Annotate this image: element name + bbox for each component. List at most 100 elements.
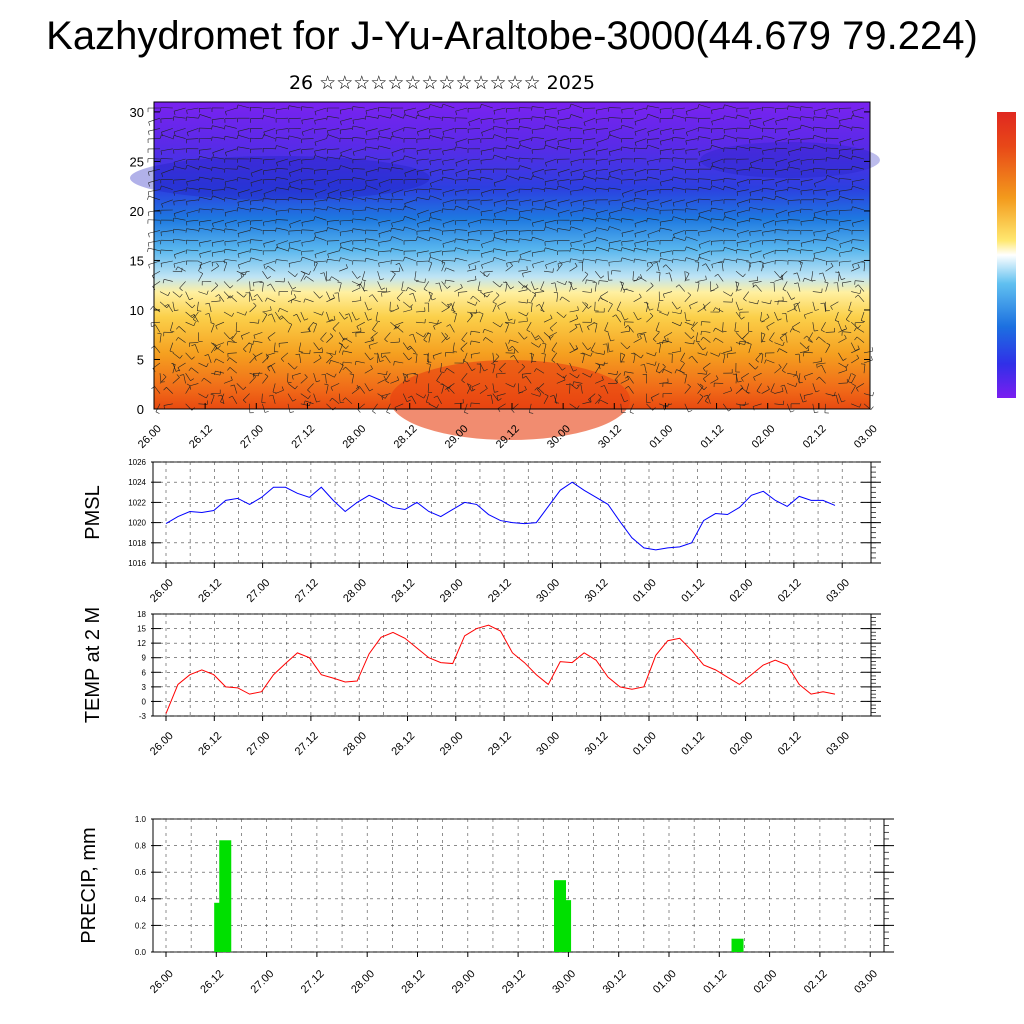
wind-barb-flag — [496, 395, 499, 400]
wind-barb-flag — [252, 298, 257, 301]
wind-barb — [611, 270, 621, 272]
wind-barb — [741, 387, 749, 394]
wind-barb — [749, 260, 762, 264]
wind-barb — [365, 115, 378, 119]
wind-barb-flag — [759, 261, 764, 263]
wind-barb — [338, 344, 343, 353]
wind-barb-flag — [160, 263, 163, 268]
wind-barb-flag — [267, 313, 272, 316]
wind-barb — [416, 158, 429, 161]
wind-barb-flag — [825, 115, 828, 120]
wind-barb — [223, 311, 232, 317]
wind-barb-flag — [852, 264, 854, 269]
wind-barb — [352, 137, 365, 139]
wind-barb-flag — [531, 201, 534, 206]
wind-barb — [594, 396, 602, 405]
wind-barb — [850, 375, 856, 384]
wind-barb-flag — [513, 383, 516, 388]
wind-barb-flag — [551, 359, 556, 363]
wind-barb-flag — [851, 115, 853, 120]
wind-barb — [775, 168, 788, 172]
wind-barb — [212, 136, 225, 139]
wind-barb — [540, 281, 545, 290]
wind-barb-flag — [482, 337, 486, 341]
wind-barb — [234, 384, 238, 394]
wind-barb — [583, 199, 596, 202]
wind-barb — [415, 332, 424, 338]
wind-barb-flag — [749, 231, 751, 236]
wind-barb-flag — [587, 347, 592, 351]
wind-barb-flag — [223, 186, 226, 191]
wind-barb — [749, 107, 762, 111]
wind-barb — [172, 301, 175, 311]
wind-barb — [429, 148, 442, 151]
wind-barb — [852, 219, 865, 224]
wind-barb — [554, 393, 558, 403]
wind-barb — [543, 318, 553, 323]
wind-barb — [364, 383, 370, 392]
wind-barb — [428, 262, 433, 272]
wind-barb — [154, 345, 161, 353]
wind-barb-flag — [755, 359, 759, 363]
wind-barb-flag — [575, 345, 578, 349]
wind-barb — [583, 249, 596, 252]
wind-barb — [479, 291, 488, 298]
wind-barb-flag — [230, 384, 235, 387]
wind-barb-flag — [206, 290, 209, 295]
wind-barb — [288, 105, 301, 109]
wind-barb-flag — [675, 284, 680, 288]
wind-barb-flag — [386, 411, 391, 414]
wind-barb-flag — [570, 172, 573, 177]
wind-barb — [477, 281, 481, 291]
wind-barb — [442, 189, 455, 194]
wind-barb — [314, 128, 327, 130]
wind-barb — [364, 340, 374, 343]
y-tick-label: 15 — [130, 253, 144, 268]
wind-barb — [518, 389, 527, 394]
wind-barb-flag — [407, 395, 412, 399]
wind-barb-flag — [159, 134, 162, 139]
wind-barb — [266, 297, 276, 303]
wind-barb — [839, 240, 852, 245]
wind-barb — [314, 168, 327, 171]
wind-barb — [826, 107, 839, 111]
wind-barb — [340, 197, 353, 201]
wind-barb — [428, 333, 431, 343]
wind-barb-flag — [467, 177, 469, 182]
wind-barb — [638, 276, 647, 282]
wind-barb-flag — [486, 273, 490, 277]
wind-barb-flag — [227, 367, 231, 371]
wind-barb — [173, 189, 186, 193]
wind-barb-flag — [654, 361, 657, 366]
wind-barb — [749, 146, 762, 150]
wind-barb-flag — [172, 217, 175, 222]
wind-barb — [724, 147, 737, 150]
wind-barb-flag — [483, 293, 486, 298]
wind-barb-flag — [582, 217, 584, 222]
wind-barb — [404, 189, 417, 193]
wind-barb-flag — [741, 377, 744, 382]
wind-barb — [372, 403, 378, 412]
wind-barb-flag — [291, 375, 294, 380]
wind-barb-flag — [295, 353, 300, 355]
wind-barb-flag — [364, 155, 367, 160]
wind-barb-flag — [357, 409, 361, 413]
wind-barb — [715, 327, 724, 333]
wind-barb-flag — [695, 281, 700, 284]
wind-barb — [416, 197, 429, 201]
wind-barb — [826, 236, 839, 241]
wind-barb-flag — [352, 177, 354, 182]
wind-barb — [300, 352, 310, 355]
wind-barb — [281, 315, 289, 323]
wind-barb — [249, 356, 256, 364]
wind-barb — [762, 148, 775, 151]
wind-barb-flag — [766, 313, 770, 318]
wind-barb — [684, 342, 694, 345]
wind-barb-flag — [748, 207, 751, 212]
wind-barb-flag — [253, 335, 256, 340]
wind-barb — [301, 106, 314, 109]
wind-barb — [404, 127, 417, 129]
wind-barb-flag — [813, 232, 815, 237]
wind-barb-flag — [616, 370, 618, 375]
wind-barb — [774, 403, 784, 406]
